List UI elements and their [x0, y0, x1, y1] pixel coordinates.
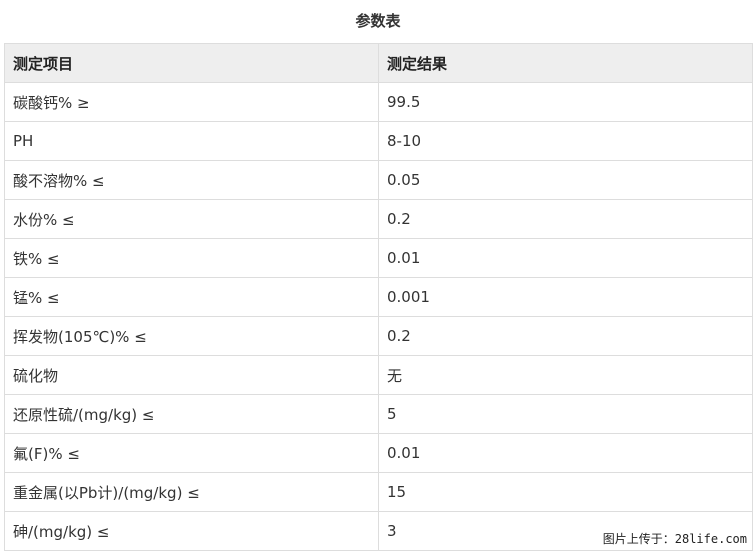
cell-result: 无 [378, 355, 753, 395]
table-row: 碳酸钙% ≥99.5 [4, 82, 753, 122]
cell-result: 0.01 [378, 238, 753, 278]
cell-result: 0.2 [378, 199, 753, 239]
table-header-row: 测定项目 测定结果 [4, 43, 753, 83]
cell-result: 15 [378, 472, 753, 512]
cell-item: 砷/(mg/kg) ≤ [4, 511, 379, 551]
table-row: 硫化物无 [4, 355, 753, 395]
cell-item: PH [4, 121, 379, 161]
cell-result: 0.001 [378, 277, 753, 317]
cell-item: 氟(F)% ≤ [4, 433, 379, 473]
table-row: 重金属(以Pb计)/(mg/kg) ≤15 [4, 472, 753, 512]
cell-item: 挥发物(105℃)% ≤ [4, 316, 379, 356]
cell-result: 5 [378, 394, 753, 434]
table-row: 铁% ≤0.01 [4, 238, 753, 278]
cell-result: 8-10 [378, 121, 753, 161]
cell-item: 重金属(以Pb计)/(mg/kg) ≤ [4, 472, 379, 512]
cell-item: 碳酸钙% ≥ [4, 82, 379, 122]
header-result: 测定结果 [378, 43, 753, 83]
table-row: 还原性硫/(mg/kg) ≤5 [4, 394, 753, 434]
cell-item: 铁% ≤ [4, 238, 379, 278]
cell-result: 0.05 [378, 160, 753, 200]
table-row: 锰% ≤0.001 [4, 277, 753, 317]
cell-result: 0.01 [378, 433, 753, 473]
parameter-table: 测定项目 测定结果 碳酸钙% ≥99.5 PH 8-10 酸不溶物% ≤0.05 水份%… [4, 43, 753, 551]
cell-item: 还原性硫/(mg/kg) ≤ [4, 394, 379, 434]
table-row: PH 8-10 [4, 121, 753, 161]
table-row: 酸不溶物% ≤0.05 [4, 160, 753, 200]
cell-item: 硫化物 [4, 355, 379, 395]
table-row: 挥发物(105℃)% ≤0.2 [4, 316, 753, 356]
cell-result: 99.5 [378, 82, 753, 122]
cell-item: 酸不溶物% ≤ [4, 160, 379, 200]
cell-item: 锰% ≤ [4, 277, 379, 317]
cell-result: 0.2 [378, 316, 753, 356]
table-row: 水份% ≤0.2 [4, 199, 753, 239]
header-item: 测定项目 [4, 43, 379, 83]
cell-item: 水份% ≤ [4, 199, 379, 239]
watermark: 图片上传于：28life.com [599, 529, 750, 548]
table-row: 氟(F)% ≤0.01 [4, 433, 753, 473]
table-title: 参数表 [355, 12, 401, 30]
